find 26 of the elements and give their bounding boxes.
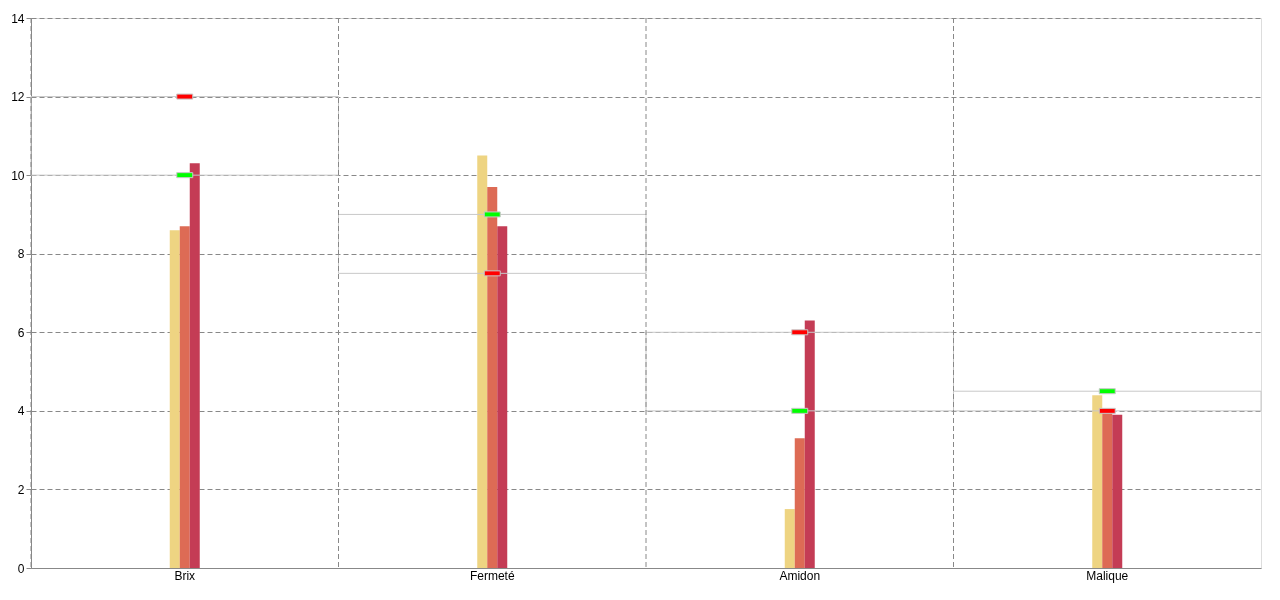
- bar: [487, 186, 498, 568]
- x-tick-label: Malique: [1086, 568, 1129, 583]
- x-tick-label: Fermeté: [469, 568, 515, 583]
- bar: [804, 320, 815, 568]
- y-tick-label: 10: [11, 168, 25, 183]
- bar: [179, 226, 190, 568]
- bar: [1092, 395, 1103, 568]
- y-tick-label: 12: [11, 90, 25, 105]
- bar: [784, 509, 795, 568]
- bar: [1102, 412, 1113, 568]
- y-tick-label: 8: [17, 247, 25, 262]
- bar: [794, 438, 805, 568]
- y-tick-label: 2: [17, 482, 25, 497]
- bar: [477, 155, 488, 568]
- bar: [189, 163, 200, 568]
- y-tick-label: 4: [17, 404, 25, 419]
- bar: [497, 226, 508, 568]
- bar: [1112, 414, 1123, 568]
- x-tick-label: Amidon: [779, 568, 821, 583]
- bar: [169, 230, 180, 568]
- bar: [30, 96, 339, 176]
- y-tick-label: 6: [17, 325, 25, 340]
- x-tick-label: Brix: [174, 568, 196, 583]
- bar: [338, 213, 647, 274]
- y-tick-label: 14: [11, 11, 25, 26]
- y-tick-label: 0: [17, 561, 25, 576]
